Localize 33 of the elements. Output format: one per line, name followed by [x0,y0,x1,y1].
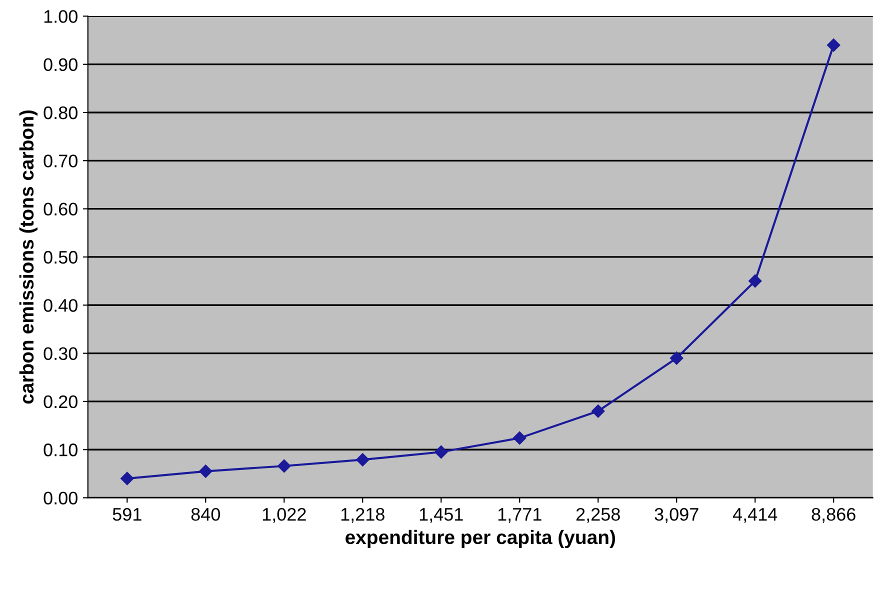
x-axis-title: expenditure per capita (yuan) [346,530,616,548]
x-tick-label: 4,414 [732,508,778,523]
point [434,445,448,459]
y-tick-label: 0.30 [44,347,78,360]
y-tick-label: 0.50 [44,250,78,264]
x-tick-label: 1,771 [498,508,542,523]
x-tick-label: 1,218 [341,508,384,523]
x-tick-label: 8,866 [812,508,856,523]
point [748,274,762,288]
y-axis-title: carbon emissions (tons carbon) [19,110,38,404]
y-tick-label: 0.60 [44,202,78,216]
y-tick-label: 0.40 [44,299,78,312]
y-tick-label: 0.10 [44,444,78,456]
x-tick-label: 591 [112,508,142,521]
point [199,464,212,478]
point [670,352,684,365]
y-tick-label: 0.00 [44,492,78,504]
x-tick-label: 2,258 [576,508,620,523]
point [592,404,605,418]
point [827,38,840,52]
y-tick-label: 0.70 [44,154,78,168]
y-tick-label: 0.20 [44,395,78,408]
y-tick-label: 0.80 [44,106,78,120]
x-tick-label: 1,022 [262,508,306,523]
point [513,431,526,445]
x-tick-label: 3,097 [654,508,698,523]
point [120,472,134,486]
point [356,453,370,466]
point [278,459,291,473]
x-tick-label: 840 [191,508,220,521]
y-tick-label: 1.00 [44,10,78,23]
x-tick-label: 1,451 [420,508,463,523]
y-tick-label: 0.90 [44,58,78,72]
